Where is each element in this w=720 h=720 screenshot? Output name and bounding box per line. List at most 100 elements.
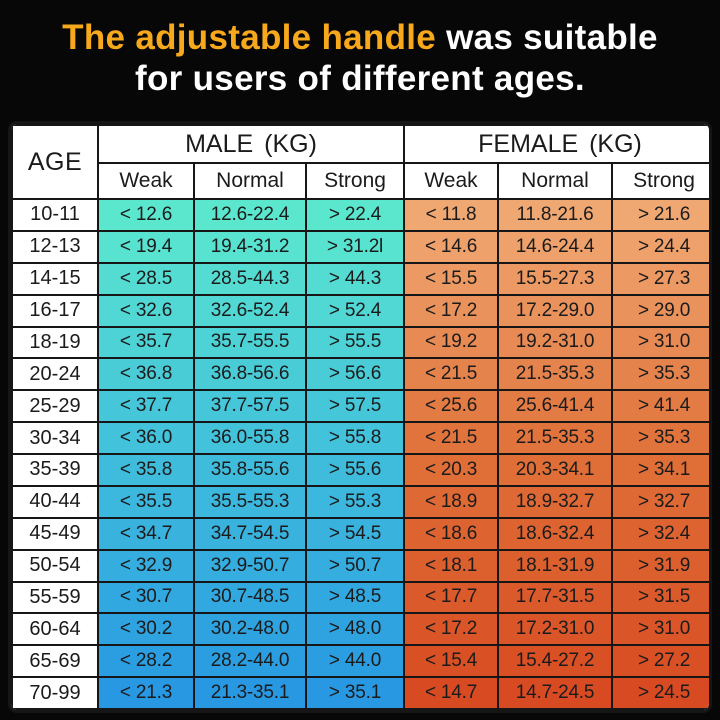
male-strong-cell: > 52.4 [304,293,406,328]
female-weak-cell: < 14.6 [403,229,500,264]
table-row: 70-99 < 21.3 21.3-35.1 > 35.1 < 14.7 14.7-24.… [11,676,709,710]
age-cell: 12-13 [11,229,99,264]
age-cell: 10-11 [11,198,99,232]
table-row: 20-24 < 36.8 36.8-56.6 > 56.6 < 21.5 21.5-35.… [11,357,709,392]
female-strong-cell: > 21.6 [611,198,709,232]
female-weak-cell: < 14.7 [403,676,500,710]
male-weak-cell: < 19.4 [97,229,195,264]
female-strong-cell: > 27.2 [611,644,709,679]
male-weak-cell: < 21.3 [97,676,195,710]
title-highlight: The adjustable handle [62,18,437,58]
female-strong-cell: > 32.7 [611,484,709,519]
female-weak-header: Weak [403,162,500,200]
table-body: 10-11 < 12.6 12.6-22.4 > 22.4 < 11.8 11.8-21.… [11,198,709,710]
male-strong-cell: > 55.3 [304,484,406,519]
female-weak-cell: < 18.1 [403,548,500,583]
male-strong-cell: > 57.5 [304,389,406,424]
female-normal-cell: 21.5-35.3 [497,357,614,392]
age-cell: 70-99 [11,676,99,710]
female-normal-cell: 17.7-31.5 [497,580,614,615]
male-normal-cell: 35.5-55.3 [193,484,307,519]
female-strong-cell: > 34.1 [611,453,709,487]
female-weak-cell: < 21.5 [403,357,500,392]
strength-table: AGE MALE (KG) FEMALE (KG) Weak Normal St… [11,124,709,710]
strength-table-container: AGE MALE (KG) FEMALE (KG) Weak Normal St… [8,121,712,713]
page-title: The adjustable handle was suitable for u… [0,0,720,118]
male-weak-header: Weak [97,162,195,200]
female-strong-cell: > 24.4 [611,229,709,264]
male-weak-cell: < 35.7 [97,325,195,360]
male-group-header: MALE (KG) [96,124,406,164]
age-cell: 50-54 [11,548,99,583]
age-cell: 45-49 [11,516,99,551]
age-cell: 14-15 [11,261,99,296]
female-weak-cell: < 17.2 [403,293,500,328]
female-strong-header: Strong [611,162,709,200]
female-weak-cell: < 17.7 [403,580,500,615]
age-cell: 25-29 [11,389,99,424]
female-normal-cell: 20.3-34.1 [497,453,614,487]
female-strong-cell: > 41.4 [611,389,709,424]
male-strong-cell: > 31.2l [304,229,406,264]
male-strong-cell: > 55.5 [304,325,406,360]
male-strong-cell: > 44.0 [304,644,406,679]
male-weak-cell: < 30.7 [97,580,195,615]
male-normal-cell: 21.3-35.1 [193,676,307,710]
age-cell: 20-24 [11,357,99,392]
age-cell: 16-17 [11,293,99,328]
female-weak-cell: < 15.4 [403,644,500,679]
female-normal-header: Normal [497,162,614,200]
table-row: 16-17 < 32.6 32.6-52.4 > 52.4 < 17.2 17.2-29.… [11,293,709,328]
female-normal-cell: 15.4-27.2 [497,644,614,679]
male-weak-cell: < 36.8 [97,357,195,392]
female-strong-cell: > 31.0 [611,612,709,647]
male-strong-header: Strong [304,162,406,200]
female-normal-cell: 18.9-32.7 [497,484,614,519]
male-strong-cell: > 56.6 [304,357,406,392]
title-line2: for users of different ages. [135,59,585,98]
female-weak-cell: < 17.2 [403,612,500,647]
table-row: 60-64 < 30.2 30.2-48.0 > 48.0 < 17.2 17.2-31.… [11,612,709,647]
female-normal-cell: 21.5-35.3 [497,421,614,455]
female-weak-cell: < 18.6 [403,516,500,551]
male-normal-cell: 28.5-44.3 [193,261,307,296]
male-normal-cell: 19.4-31.2 [193,229,307,264]
sub-header-row: Weak Normal Strong Weak Normal Strong [12,162,709,200]
age-cell: 55-59 [11,580,99,615]
female-normal-cell: 18.1-31.9 [497,548,614,583]
age-cell: 60-64 [11,612,99,647]
table-row: 55-59 < 30.7 30.7-48.5 > 48.5 < 17.7 17.7-31.… [11,580,709,615]
male-weak-cell: < 32.9 [97,548,195,583]
female-group-header: FEMALE (KG) [403,124,709,164]
female-normal-cell: 15.5-27.3 [497,261,614,296]
table-row: 65-69 < 28.2 28.2-44.0 > 44.0 < 15.4 15.4-27.… [11,644,709,679]
male-normal-cell: 12.6-22.4 [193,198,307,232]
title-line1: The adjustable handle was suitable [62,18,658,59]
age-header: AGE [11,124,99,200]
age-cell: 35-39 [11,453,99,487]
female-strong-cell: > 29.0 [611,293,709,328]
male-normal-cell: 36.0-55.8 [193,421,307,455]
female-strong-cell: > 27.3 [611,261,709,296]
male-weak-cell: < 12.6 [97,198,195,232]
male-strong-cell: > 22.4 [304,198,406,232]
male-strong-cell: > 48.5 [304,580,406,615]
male-normal-cell: 32.6-52.4 [193,293,307,328]
female-weak-cell: < 19.2 [403,325,500,360]
female-normal-cell: 17.2-31.0 [497,612,614,647]
male-weak-cell: < 30.2 [97,612,195,647]
male-weak-cell: < 32.6 [97,293,195,328]
female-strong-cell: > 32.4 [611,516,709,551]
female-normal-cell: 25.6-41.4 [497,389,614,424]
male-weak-cell: < 35.8 [97,453,195,487]
table-row: 30-34 < 36.0 36.0-55.8 > 55.8 < 21.5 21.5-35.… [11,421,709,455]
male-weak-cell: < 28.2 [97,644,195,679]
female-strong-cell: > 35.3 [611,421,709,455]
male-strong-cell: > 50.7 [304,548,406,583]
female-normal-cell: 18.6-32.4 [497,516,614,551]
female-weak-cell: < 15.5 [403,261,500,296]
female-normal-cell: 17.2-29.0 [497,293,614,328]
male-weak-cell: < 37.7 [97,389,195,424]
male-strong-cell: > 55.8 [304,421,406,455]
male-strong-cell: > 44.3 [304,261,406,296]
